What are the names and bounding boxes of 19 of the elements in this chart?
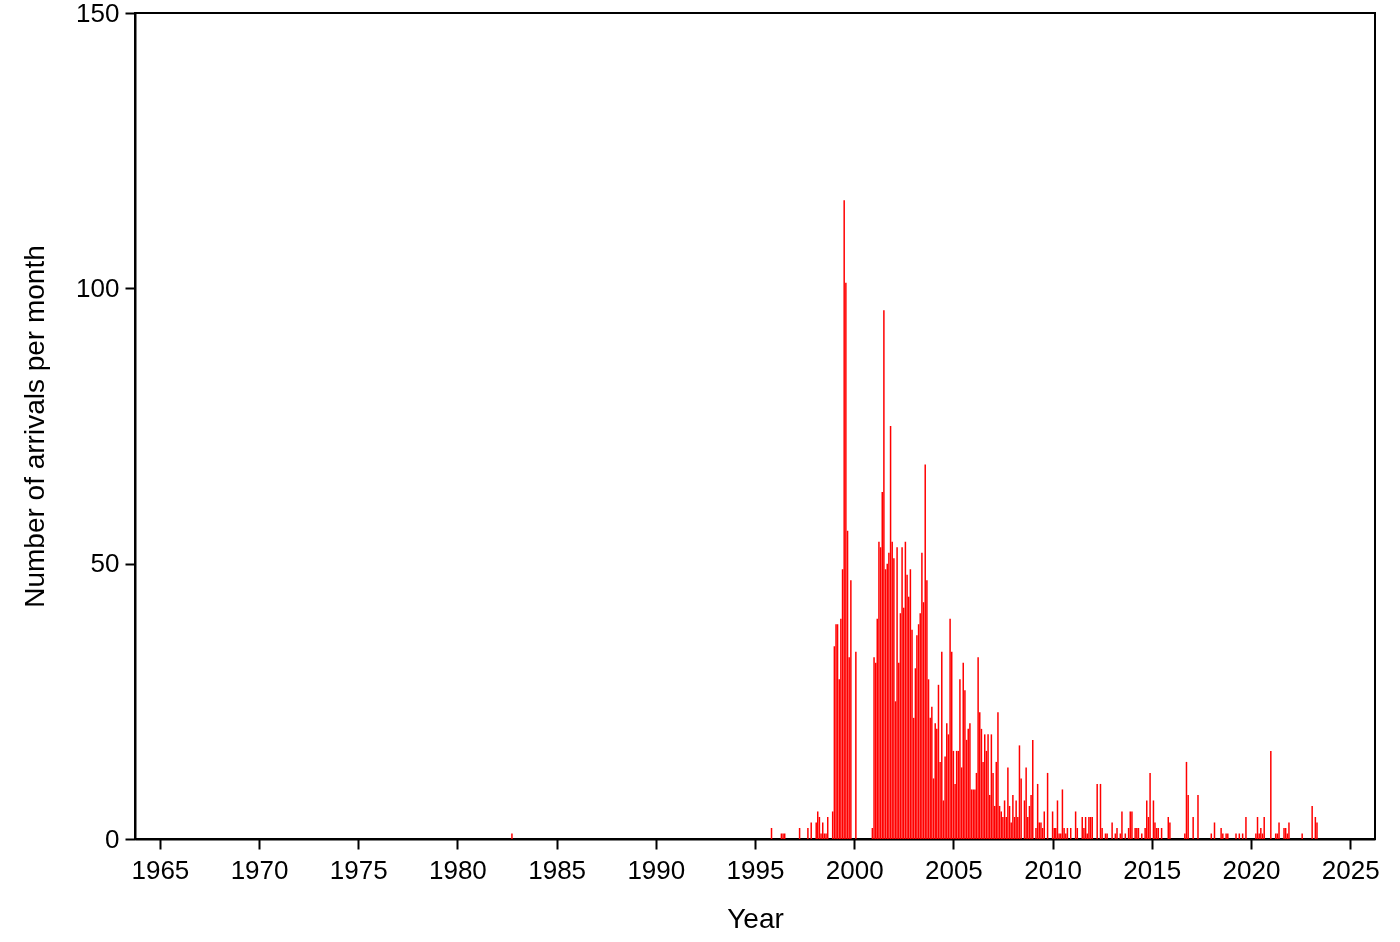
x-tick-label: 1975 (329, 854, 388, 885)
x-tick-label: 2010 (1024, 854, 1083, 885)
y-axis-title: Number of arrivals per month (19, 245, 51, 608)
x-axis-title: Year (727, 902, 784, 934)
x-tick-label: 2000 (825, 854, 884, 885)
x-tick-label: 1995 (726, 854, 785, 885)
x-tick-label: 2025 (1321, 854, 1380, 885)
x-tick-label: 1970 (230, 854, 289, 885)
x-tick-label: 1980 (428, 854, 487, 885)
x-tick-label: 2005 (924, 854, 983, 885)
x-tick-label: 1985 (528, 854, 587, 885)
x-tick-label: 1965 (131, 854, 190, 885)
y-tick-label: 100 (76, 272, 120, 303)
y-tick-label: 0 (105, 823, 120, 854)
y-tick-label: 150 (76, 0, 120, 28)
x-tick-label: 2020 (1222, 854, 1281, 885)
y-tick-label: 50 (90, 548, 120, 579)
x-tick-label: 1990 (627, 854, 686, 885)
x-tick-label: 2015 (1123, 854, 1182, 885)
